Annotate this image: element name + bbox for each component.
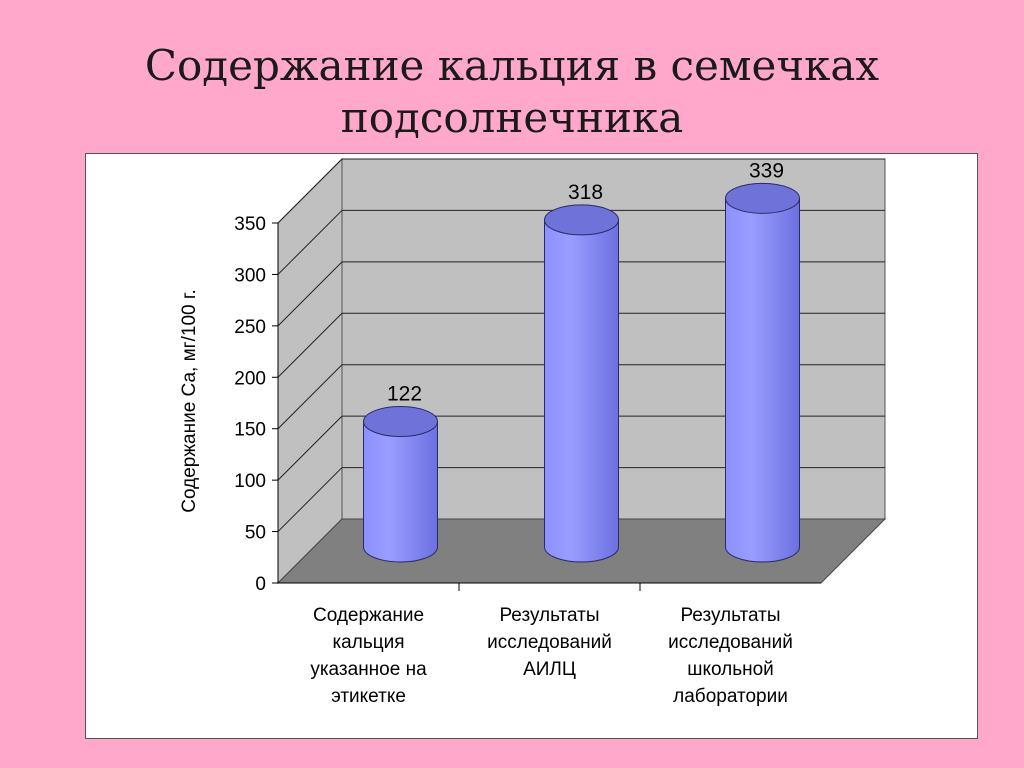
bar-body bbox=[725, 197, 800, 563]
bar-top bbox=[363, 406, 438, 438]
title-line-1: Содержание кальция в семечках bbox=[144, 41, 880, 90]
gridline-side bbox=[277, 261, 343, 327]
gridline-side bbox=[277, 210, 343, 275]
y-tick-label: 200 bbox=[234, 368, 266, 389]
side-wall bbox=[277, 157, 343, 585]
bar-top bbox=[544, 204, 619, 236]
y-axis-label: Содержание Са, мг/100 г. bbox=[179, 289, 200, 513]
gridline-side bbox=[277, 158, 343, 224]
category-label-line: исследований bbox=[487, 632, 612, 653]
title-line-2: подсолнечника bbox=[340, 93, 684, 142]
data-label: 339 bbox=[749, 159, 784, 182]
y-tick-label: 100 bbox=[234, 471, 266, 492]
y-tick-label: 150 bbox=[234, 420, 266, 441]
gridline-side bbox=[277, 312, 343, 378]
category-label-line: лаборатории bbox=[673, 686, 788, 707]
gridline-side bbox=[277, 415, 343, 481]
category-label-line: Содержание bbox=[313, 605, 424, 626]
chart-frame: 0 50 100 150 200 250 300 350 122 318 339 Содержан… bbox=[85, 153, 978, 739]
y-tick-label: 0 bbox=[255, 574, 266, 595]
bars bbox=[363, 182, 800, 563]
bar bbox=[363, 406, 438, 563]
y-tick-label: 300 bbox=[234, 265, 266, 286]
bar-body bbox=[363, 421, 438, 563]
bar bbox=[725, 182, 800, 563]
bar bbox=[544, 204, 619, 563]
y-tick-label: 50 bbox=[245, 523, 266, 544]
x-axis-categories: Содержание кальция указанное на этикетке Рез… bbox=[310, 583, 793, 707]
category-label-line: Результаты bbox=[680, 605, 780, 626]
category-label-line: кальция bbox=[332, 632, 404, 653]
y-tick-label: 250 bbox=[234, 317, 266, 338]
bar-body bbox=[544, 219, 619, 563]
category-label-line: Результаты bbox=[499, 605, 599, 626]
bar-top bbox=[725, 182, 800, 214]
y-tick-label: 350 bbox=[234, 214, 266, 235]
data-labels: 122 318 339 bbox=[387, 159, 784, 405]
data-label: 122 bbox=[387, 383, 422, 406]
category-label-line: школьной bbox=[687, 659, 774, 680]
slide-title: Содержание кальция в семечках подсолнечн… bbox=[0, 40, 1024, 144]
gridline-side bbox=[277, 467, 343, 532]
y-axis-ticks: 0 50 100 150 200 250 300 350 bbox=[234, 214, 821, 595]
category-label-line: АИЛЦ bbox=[523, 659, 576, 680]
category-label-line: указанное на bbox=[310, 659, 427, 680]
data-label: 318 bbox=[568, 181, 603, 204]
category-label-line: этикетке bbox=[331, 686, 406, 707]
gridline-side bbox=[277, 364, 343, 430]
bar-chart: 0 50 100 150 200 250 300 350 122 318 339 Содержан… bbox=[179, 157, 887, 707]
category-label-line: исследований bbox=[668, 632, 793, 653]
